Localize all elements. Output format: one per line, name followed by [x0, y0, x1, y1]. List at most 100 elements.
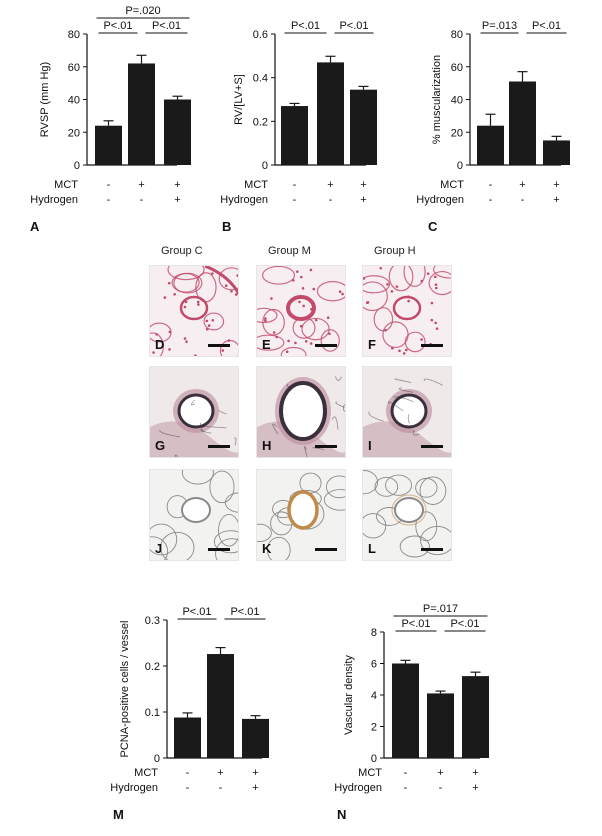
micrograph-e: E: [256, 265, 346, 357]
micrograph-j: J: [149, 469, 239, 561]
micrograph-image: [363, 470, 451, 560]
y-tick-label: 60: [451, 62, 463, 74]
row-value: -: [140, 194, 144, 206]
row-value: -: [404, 782, 408, 794]
bar-2: [509, 81, 536, 165]
y-tick-label: 0.2: [145, 661, 160, 673]
group-title: Group M: [268, 245, 311, 257]
y-tick-label: 0: [74, 160, 80, 172]
row-label-hydrogen: Hydrogen: [334, 782, 382, 794]
significance-label: P<.01: [182, 606, 211, 618]
y-tick-label: 80: [451, 29, 463, 41]
bar-3: [242, 718, 269, 758]
micrograph-label: K: [262, 541, 272, 556]
y-tick-label: 60: [68, 62, 80, 74]
row-value: -: [107, 194, 111, 206]
micrograph-label: F: [368, 337, 376, 352]
micrograph-label: H: [262, 438, 272, 453]
scale-bar: [208, 445, 230, 448]
row-value: -: [186, 782, 190, 794]
significance-label: P<.01: [103, 20, 132, 32]
y-tick-label: 80: [68, 29, 80, 41]
row-value: +: [472, 782, 478, 794]
row-value: -: [489, 194, 493, 206]
row-value: -: [293, 179, 297, 191]
row-value: -: [293, 194, 297, 206]
y-tick-label: 0: [154, 753, 160, 765]
scale-bar: [208, 548, 230, 551]
row-value: +: [252, 782, 258, 794]
micrograph-i: I: [362, 366, 452, 458]
row-value: -: [521, 194, 525, 206]
chart-a: 0 20 40 60 80 RVSP (mm Hg) P<.01 P<.01 P=.020 MCT…: [30, 5, 191, 234]
group-title: Group H: [374, 245, 416, 257]
micrograph-g: G: [149, 366, 239, 458]
bar-2: [128, 63, 155, 165]
micrograph-image: [150, 367, 238, 457]
bar-3: [462, 676, 489, 758]
scale-bar: [315, 344, 337, 347]
row-value: -: [219, 782, 223, 794]
scale-bar: [208, 344, 230, 347]
y-tick-label: 4: [371, 690, 377, 702]
significance-label: P<.01: [152, 20, 181, 32]
micrograph-f: F: [362, 265, 452, 357]
bar-3: [543, 140, 570, 165]
y-tick-label: 0: [371, 753, 377, 765]
scale-bar: [315, 548, 337, 551]
significance-label: P=.017: [423, 603, 458, 615]
y-tick-label: 0: [262, 160, 268, 172]
bar-2: [317, 62, 344, 166]
bar-2: [207, 654, 234, 758]
group-title: Group C: [161, 245, 203, 257]
y-axis-label: Vascular density: [343, 655, 355, 735]
panel-label: M: [113, 807, 124, 822]
row-value: +: [138, 179, 144, 191]
row-label-hydrogen: Hydrogen: [220, 194, 268, 206]
scale-bar: [315, 445, 337, 448]
row-value: +: [360, 194, 366, 206]
row-value: +: [174, 179, 180, 191]
significance-label: P<.01: [450, 618, 479, 630]
row-value: +: [360, 179, 366, 191]
bar-3: [350, 89, 377, 165]
row-value: +: [217, 767, 223, 779]
row-value: +: [174, 194, 180, 206]
micrograph-image: [257, 266, 345, 356]
micrograph-label: I: [368, 438, 372, 453]
y-tick-label: 20: [451, 127, 463, 139]
micrograph-label: L: [368, 541, 376, 556]
bar-1: [95, 125, 122, 165]
row-value: -: [186, 767, 190, 779]
chart-m: 0 0.1 0.2 0.3 PCNA-positive cells / vessel P<…: [110, 606, 269, 822]
scale-bar: [421, 445, 443, 448]
y-tick-label: 2: [371, 722, 377, 734]
row-value: +: [519, 179, 525, 191]
significance-label: P=.020: [125, 5, 160, 17]
y-tick-label: 0.6: [253, 29, 268, 41]
row-label-mct: MCT: [440, 179, 464, 191]
micrograph-label: G: [155, 438, 166, 453]
micrograph-image: [150, 266, 238, 356]
panel-label: C: [428, 219, 438, 234]
bar-1: [392, 663, 419, 758]
micrograph-l: L: [362, 469, 452, 561]
row-value: +: [553, 179, 559, 191]
row-value: -: [404, 767, 408, 779]
significance-label: P<.01: [532, 20, 561, 32]
row-label-hydrogen: Hydrogen: [110, 782, 158, 794]
row-label-mct: MCT: [134, 767, 158, 779]
micrograph-k: K: [256, 469, 346, 561]
row-label-hydrogen: Hydrogen: [30, 194, 78, 206]
bar-1: [174, 717, 201, 758]
y-tick-label: 40: [68, 95, 80, 107]
bar-1: [477, 125, 504, 165]
micrograph-label: E: [262, 337, 271, 352]
y-tick-label: 0.4: [253, 73, 268, 85]
bar-3: [164, 99, 191, 165]
micrograph-image: [257, 470, 345, 560]
bar-1: [281, 106, 308, 165]
y-tick-label: 0.3: [145, 615, 160, 627]
panel-label: A: [30, 219, 40, 234]
y-tick-label: 0.1: [145, 707, 160, 719]
